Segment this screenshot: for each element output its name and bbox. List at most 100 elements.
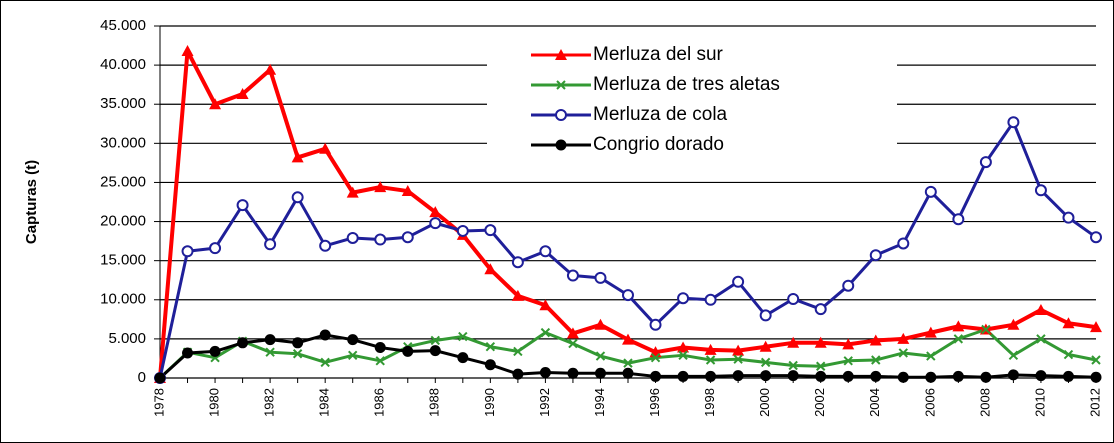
y-tick-label: 20.000 — [100, 213, 146, 230]
data-point — [209, 98, 222, 110]
data-point — [1034, 303, 1047, 315]
data-point — [787, 292, 800, 305]
data-point — [1034, 184, 1047, 197]
y-tick-label: 10.000 — [100, 291, 146, 308]
x-tick-label: 2006 — [922, 388, 937, 417]
data-point — [347, 334, 359, 346]
data-point — [760, 370, 772, 382]
data-point — [181, 45, 194, 57]
legend-label: Merluza de cola — [593, 104, 728, 125]
data-point — [650, 370, 662, 382]
data-point — [484, 224, 497, 237]
data-point — [429, 206, 442, 218]
y-tick-label: 0 — [138, 369, 146, 386]
data-point — [181, 245, 194, 258]
data-point — [897, 237, 910, 250]
y-tick-label: 5.000 — [108, 330, 146, 347]
data-point — [511, 289, 524, 301]
data-point — [952, 213, 965, 226]
y-axis-label: Capturas (t) — [23, 160, 40, 244]
data-point — [842, 370, 854, 382]
data-point — [1063, 349, 1074, 360]
data-point — [732, 344, 745, 356]
x-tick-label: 1988 — [427, 388, 442, 417]
data-point — [1007, 116, 1020, 129]
data-point — [732, 370, 744, 382]
data-point — [622, 367, 634, 379]
x-tick-label: 1994 — [592, 388, 607, 417]
data-point — [540, 327, 551, 338]
x-tick-label: 1986 — [372, 388, 387, 417]
data-point — [897, 371, 909, 383]
data-point — [594, 318, 607, 330]
data-point — [512, 368, 524, 380]
data-point — [154, 372, 166, 384]
data-point — [264, 63, 277, 75]
data-point — [733, 354, 743, 364]
data-point — [1062, 370, 1074, 382]
data-point — [429, 345, 441, 357]
data-point — [705, 370, 717, 382]
data-point — [677, 292, 690, 305]
data-point — [898, 348, 909, 358]
legend-label: Congrio dorado — [593, 134, 724, 155]
data-point — [871, 355, 881, 365]
data-point — [705, 355, 716, 365]
data-point — [1036, 334, 1046, 344]
data-point — [236, 199, 249, 212]
data-point — [787, 336, 800, 348]
data-point — [869, 249, 882, 262]
data-point — [924, 326, 937, 338]
data-point — [594, 367, 606, 379]
data-point — [458, 331, 468, 342]
data-point — [981, 324, 991, 335]
y-tick-label: 15.000 — [100, 252, 146, 269]
data-point — [704, 293, 717, 306]
data-point — [980, 371, 992, 383]
data-point — [539, 245, 552, 258]
x-tick-label: 2002 — [812, 388, 827, 417]
data-point — [623, 358, 633, 368]
data-point — [319, 329, 331, 341]
data-point — [292, 337, 304, 349]
x-tick-label: 1984 — [317, 388, 332, 417]
data-point — [511, 256, 524, 269]
data-point — [869, 334, 882, 346]
data-point — [979, 156, 992, 169]
legend-marker — [555, 139, 567, 151]
data-point — [732, 275, 745, 288]
data-point — [814, 336, 827, 348]
data-point — [401, 185, 414, 197]
data-point — [485, 342, 496, 352]
data-point — [264, 238, 277, 251]
data-point — [678, 350, 688, 361]
data-point — [926, 351, 936, 361]
data-point — [374, 181, 387, 193]
data-point — [291, 151, 304, 163]
data-point — [209, 345, 221, 357]
y-tick-label: 25.000 — [100, 173, 146, 190]
data-point — [566, 327, 579, 339]
data-point — [1062, 317, 1075, 329]
data-point — [649, 318, 662, 331]
y-tick-label: 30.000 — [100, 134, 146, 151]
data-point — [209, 242, 222, 255]
data-point — [842, 338, 855, 350]
data-point — [264, 334, 276, 346]
data-point — [677, 370, 689, 382]
legend-box — [487, 38, 897, 174]
data-point — [704, 343, 717, 355]
x-tick-label: 2008 — [977, 388, 992, 417]
data-point — [456, 224, 469, 237]
data-point — [236, 88, 249, 100]
data-point — [484, 359, 496, 371]
data-point — [375, 356, 385, 366]
data-point — [759, 309, 772, 322]
x-tick-label: 2000 — [757, 388, 772, 417]
data-point — [815, 370, 827, 382]
data-point — [595, 351, 606, 361]
data-point — [622, 289, 634, 302]
data-point — [1008, 350, 1019, 361]
x-tick-label: 1980 — [206, 388, 221, 417]
